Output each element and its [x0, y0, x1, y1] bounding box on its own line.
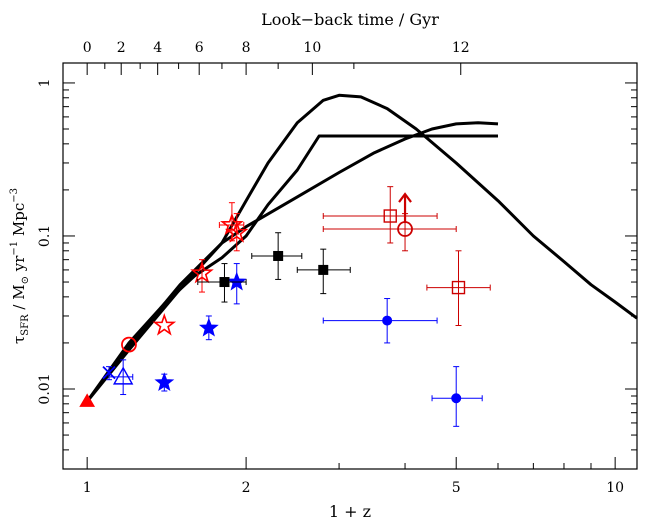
star-marker [152, 313, 177, 336]
point-red-square [426, 250, 491, 326]
x-tick-label: 5 [452, 480, 461, 496]
square-marker [273, 250, 284, 261]
star-marker [224, 220, 249, 243]
circle-marker [382, 315, 393, 326]
curve-model-a [86, 93, 638, 403]
top-tick-label: 6 [195, 40, 204, 56]
point-red-square [322, 186, 438, 244]
y-tick-label: 0.1 [37, 225, 53, 247]
top-tick-label: 4 [153, 40, 162, 56]
point-blue-circle [322, 298, 438, 344]
triangle-marker [79, 393, 96, 407]
y-tick-label: 0.01 [37, 373, 53, 404]
point-red-circle [322, 192, 457, 252]
star-marker [226, 271, 247, 291]
point-blue-star [154, 372, 175, 392]
curve-model-c [86, 121, 499, 403]
x-tick-label: 1 [83, 480, 92, 496]
point-red-star [190, 259, 214, 293]
top-axis-title: Look−back time / Gyr [261, 10, 439, 29]
y-axis-title: τSFR / M⊙ yr−1 Mpc−3 [9, 188, 31, 344]
point-black-square [296, 248, 351, 295]
top-tick-label: 10 [303, 40, 321, 56]
point-red-star [152, 313, 177, 336]
curve-model-b [85, 134, 498, 403]
triangle-marker [112, 366, 134, 385]
top-tick-label: 0 [83, 40, 92, 56]
point-red-star [224, 213, 249, 252]
plot-frame [62, 62, 638, 470]
model-curves [85, 93, 638, 403]
x-tick-label: 10 [606, 480, 624, 496]
point-red-circle [121, 336, 137, 353]
data-points [79, 186, 491, 427]
point-blue-circle [431, 366, 483, 427]
square-marker [383, 209, 397, 223]
x-tick-label: 2 [242, 480, 251, 496]
star-marker [154, 372, 175, 392]
top-tick-label: 8 [242, 40, 251, 56]
arrow-up-head [398, 192, 412, 203]
top-tick-label: 12 [452, 40, 470, 56]
point-red-triangle [79, 393, 96, 407]
square-marker [219, 277, 230, 288]
x-axis-title: 1 + z [329, 502, 371, 521]
circle-marker [121, 336, 137, 353]
cross-marker [102, 365, 116, 380]
point-blue-star [198, 315, 219, 341]
point-blue-triangle [108, 359, 134, 396]
y-tick-label: 1 [37, 78, 53, 87]
axis-ticks: 1 2 5 100 2 4 6 8 10 120.010.11 [37, 40, 637, 496]
square-marker [318, 264, 329, 275]
top-tick-label: 2 [117, 40, 126, 56]
point-black-square [197, 263, 247, 303]
star-marker [190, 260, 214, 284]
point-blue-star [226, 263, 247, 305]
point-black-square [251, 232, 303, 280]
square-marker [451, 280, 466, 295]
circle-marker [451, 393, 462, 404]
star-marker [198, 317, 219, 337]
